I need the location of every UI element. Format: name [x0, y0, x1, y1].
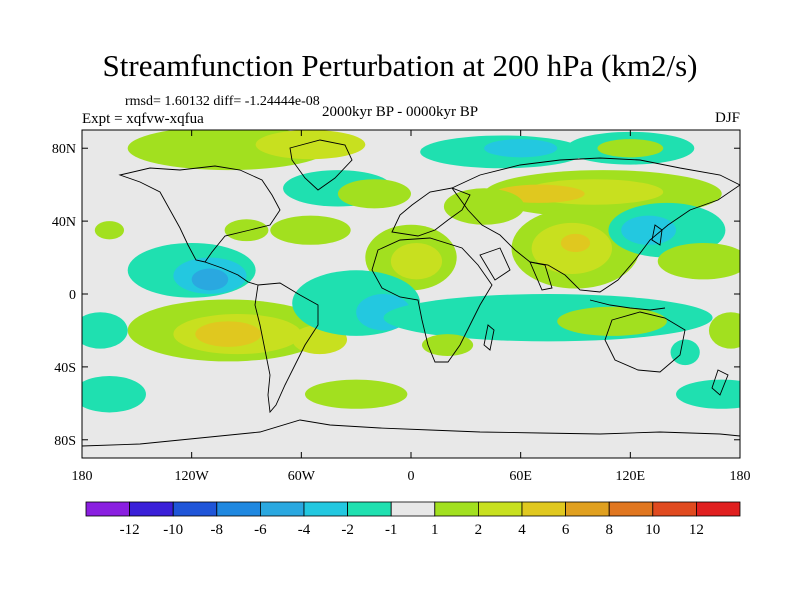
anomaly-region-22 [390, 242, 443, 280]
colorbar-tick-label: -6 [254, 522, 267, 538]
colorbar-tick-label: 12 [689, 522, 704, 538]
anomaly-region-16 [621, 215, 677, 245]
colorbar-tick-label: 6 [562, 522, 570, 538]
x-tick-label: 0 [408, 469, 415, 484]
y-tick-label: 80S [54, 434, 76, 449]
chart-title: Streamfunction Perturbation at 200 hPa (… [102, 48, 698, 83]
anomaly-layer [82, 130, 740, 413]
anomaly-region-7 [597, 139, 664, 158]
colorbar-tick-label: 8 [605, 522, 613, 538]
x-tick-label: 180 [72, 469, 93, 484]
anomaly-region-14 [560, 233, 591, 253]
colorbar-segment [390, 501, 436, 517]
colorbar: -12 -10 -8 -6 -4 -2 -1 1 2 4 6 8 10 12 [85, 501, 741, 538]
colorbar-segment [172, 501, 218, 517]
x-axis: 180 120W 60W 0 60E 120E 180 [72, 130, 751, 484]
anomaly-region-41 [82, 312, 128, 349]
colorbar-tick-label: -1 [385, 522, 398, 538]
anomaly-region-19 [270, 215, 351, 245]
anomaly-region-38 [82, 376, 146, 413]
x-tick-label: 60W [288, 469, 316, 484]
anomaly-region-3 [337, 179, 412, 209]
colorbar-tick-label: 2 [475, 522, 483, 538]
colorbar-segment [521, 501, 566, 517]
x-tick-label: 180 [730, 469, 751, 484]
anomaly-region-37 [708, 312, 740, 349]
colorbar-segment [652, 501, 697, 517]
x-tick-label: 120E [616, 469, 646, 484]
colorbar-segment [477, 501, 523, 517]
colorbar-segment [434, 501, 479, 517]
colorbar-tick-label: -12 [120, 522, 140, 538]
coastlines [82, 139, 740, 447]
x-tick-label: 60E [509, 469, 532, 484]
colorbar-segment [216, 501, 261, 517]
anomaly-region-39 [304, 379, 408, 409]
anomaly-region-1 [255, 130, 366, 160]
season-label: DJF [714, 110, 740, 126]
anomaly-region-17 [657, 242, 740, 280]
y-tick-label: 80N [52, 142, 76, 157]
anomaly-region-36 [670, 339, 700, 366]
anomaly-region-35 [557, 306, 667, 336]
anomaly-region-5 [484, 139, 558, 158]
anomaly-region-40 [676, 379, 740, 409]
y-tick-label: 0 [69, 288, 76, 303]
anomaly-region-25 [191, 268, 229, 291]
colorbar-segment [696, 501, 741, 517]
colorbar-tick-label: 10 [645, 522, 660, 538]
colorbar-segment [129, 501, 174, 517]
colorbar-segment [565, 501, 610, 517]
x-tick-label: 120W [175, 469, 210, 484]
colorbar-tick-label: -2 [341, 522, 354, 538]
colorbar-segment [608, 501, 654, 517]
colorbar-tick-label: -8 [211, 522, 224, 538]
stats-text: rmsd= 1.60132 diff= -1.24444e-08 [125, 94, 320, 109]
colorbar-tick-label: 1 [431, 522, 439, 538]
colorbar-segment [259, 501, 305, 517]
y-axis: 80N 40N 0 40S 80S [52, 142, 740, 449]
colorbar-tick-label: 4 [518, 522, 526, 538]
y-tick-label: 40N [52, 215, 76, 230]
experiment-label: Expt = xqfvw-xqfua [82, 111, 204, 127]
anomaly-region-34 [421, 334, 474, 356]
colorbar-tick-label: -4 [298, 522, 311, 538]
anomaly-region-11 [443, 188, 525, 225]
colorbar-segment [85, 501, 130, 517]
anomaly-region-18 [224, 219, 269, 242]
colorbar-segment [347, 501, 392, 517]
colorbar-segment [303, 501, 348, 517]
colorbar-tick-label: -10 [163, 522, 183, 538]
y-tick-label: 40S [54, 361, 76, 376]
anomaly-region-29 [213, 326, 243, 342]
period-label: 2000kyr BP - 0000kyr BP [322, 104, 479, 120]
anomaly-region-20 [94, 221, 125, 240]
